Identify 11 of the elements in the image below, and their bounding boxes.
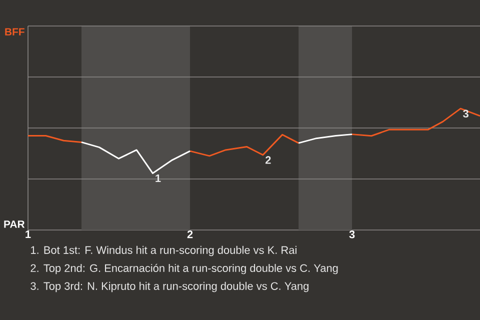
annotation: 3 (463, 110, 468, 118)
x-tick-label: 2 (187, 230, 193, 238)
text: BFF (5, 28, 24, 36)
x-tick-label: 1 (26, 230, 31, 238)
x-tick-label: 3 (349, 230, 355, 238)
text: 2. Top 2nd: G. Encarnación hit a run-scoring double vs C. Yang (30, 264, 338, 274)
annotation: 2 (265, 156, 271, 164)
annotation: 1 (156, 174, 161, 182)
text: PAR (4, 220, 25, 228)
text: 3. Top 3rd: N. Kipruto hit a run-scoring double vs C. Yang (30, 282, 308, 292)
text: 1. Bot 1st: F. Windus hit a run-scoring double vs K. Rai (31, 246, 296, 256)
